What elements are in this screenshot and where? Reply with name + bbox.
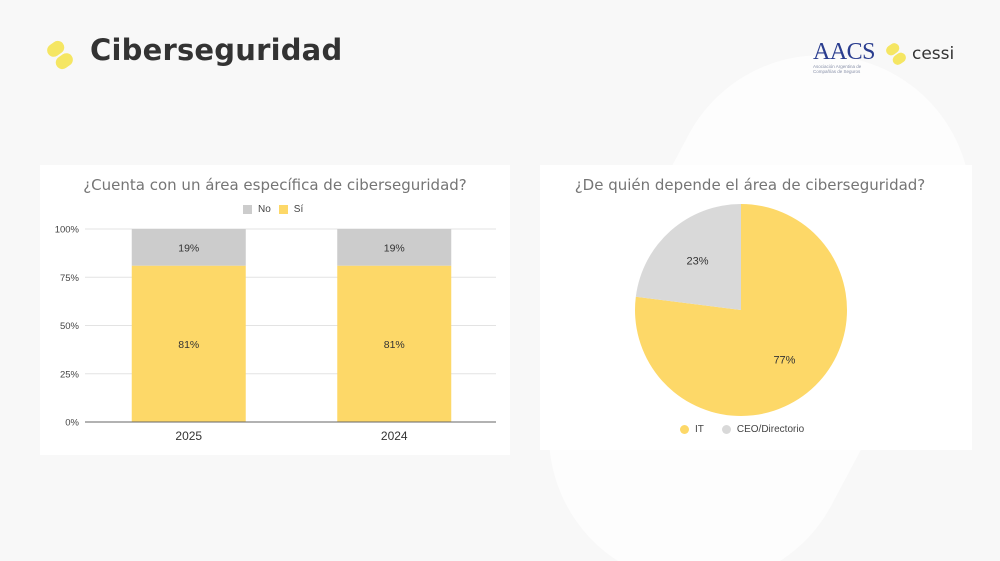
pie-chart-card: ¿De quién depende el área de ciberseguri… — [540, 165, 972, 450]
legend-item-ceo: CEO/Directorio — [721, 424, 805, 435]
bar-segment-no — [337, 229, 452, 266]
y-tick-label: 0% — [65, 418, 79, 429]
bar-data-label: 81% — [178, 339, 199, 351]
aacs-logo: AACS Asociación Argentina de Compañías d… — [813, 39, 876, 74]
cessi-logo: cessi — [886, 42, 954, 66]
page-title: Ciberseguridad — [90, 33, 343, 67]
pie-slice-ceo — [635, 204, 741, 310]
legend-swatch-ceo — [721, 425, 731, 434]
legend-label-it: IT — [695, 424, 704, 435]
pie-data-label: 77% — [773, 354, 795, 366]
bar-segment-no — [131, 229, 246, 266]
y-tick-label: 25% — [60, 369, 80, 380]
bar-chart: 0% 25% 50% 75% 100% 81% 19% 2025 81% 19% 2024 — [55, 225, 496, 443]
y-tick-label: 100% — [55, 225, 80, 236]
cessi-mark-icon — [886, 43, 906, 65]
x-tick-label: 2024 — [381, 429, 408, 443]
cessi-logo-text: cessi — [912, 44, 955, 64]
bar-chart-card: ¿Cuenta con un área específica de cibers… — [40, 165, 510, 455]
bar-segment-si — [131, 265, 246, 422]
y-tick-label: 50% — [60, 321, 80, 332]
bar-data-label: 19% — [178, 242, 199, 254]
legend-item-it: IT — [680, 424, 704, 435]
cessi-logo-icon — [47, 40, 73, 70]
legend-swatch-si — [278, 205, 288, 214]
bar-chart-title: ¿Cuenta con un área específica de cibers… — [83, 176, 467, 194]
legend-item-si: Sí — [278, 204, 304, 215]
legend-label-no: No — [258, 204, 271, 215]
legend-swatch-it — [680, 425, 689, 434]
pie-data-label: 23% — [687, 256, 709, 268]
aacs-subtitle-1: Asociación Argentina de — [813, 64, 862, 69]
bar-segment-si — [337, 265, 452, 422]
x-tick-label: 2025 — [175, 429, 202, 443]
bar-data-label: 81% — [384, 339, 405, 351]
aacs-subtitle-2: Compañías de Seguros — [813, 69, 861, 74]
legend-label-ceo: CEO/Directorio — [736, 424, 805, 435]
pie-chart-legend: IT CEO/Directorio — [680, 424, 804, 435]
legend-label-si: Sí — [293, 204, 304, 215]
bar-data-label: 19% — [384, 242, 405, 254]
y-tick-label: 75% — [60, 273, 80, 284]
bar-chart-legend: No Sí — [243, 204, 303, 215]
legend-swatch-no — [243, 205, 252, 214]
pie-chart-title: ¿De quién depende el área de ciberseguri… — [574, 176, 926, 194]
aacs-logo-text: AACS — [813, 39, 876, 65]
pie-chart: 77% 23% — [635, 204, 847, 416]
legend-item-no: No — [243, 204, 271, 215]
